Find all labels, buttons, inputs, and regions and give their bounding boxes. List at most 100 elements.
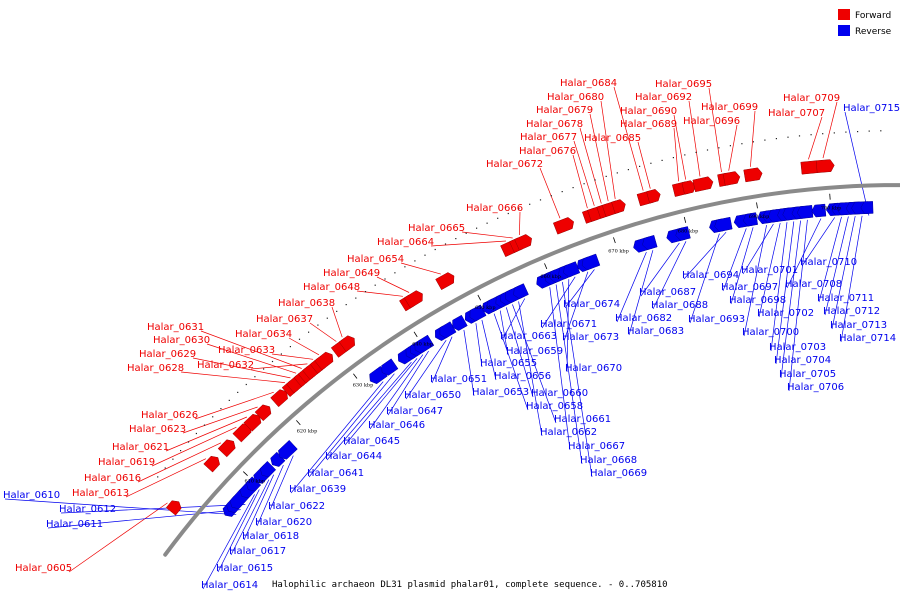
- gene-label-halar-0618[interactable]: Halar_0618: [242, 531, 299, 542]
- gene-label-halar-0707[interactable]: Halar_0707: [768, 108, 825, 119]
- gene-label-halar-0631[interactable]: Halar_0631: [147, 322, 204, 333]
- gene-arrow-halar-0690[interactable]: [681, 180, 696, 195]
- gene-label-halar-0623[interactable]: Halar_0623: [129, 424, 186, 435]
- gene-label-halar-0705[interactable]: Halar_0705: [779, 369, 836, 380]
- gene-label-halar-0676[interactable]: Halar_0676: [519, 146, 576, 157]
- gene-arrow-halar-0621[interactable]: [243, 413, 262, 432]
- gene-arrow-halar-0634[interactable]: [314, 351, 334, 371]
- gene-label-halar-0660[interactable]: Halar_0660: [531, 388, 588, 399]
- gene-arrow-halar-0616[interactable]: [217, 439, 236, 458]
- gene-label-halar-0669[interactable]: Halar_0669: [590, 468, 647, 479]
- gene-arrow-halar-0653[interactable]: [452, 314, 468, 331]
- gene-label-halar-0703[interactable]: Halar_0703: [769, 342, 826, 353]
- gene-arrow-halar-0715[interactable]: [860, 201, 874, 214]
- gene-label-halar-0637[interactable]: Halar_0637: [256, 314, 313, 325]
- gene-label-halar-0699[interactable]: Halar_0699: [701, 102, 758, 113]
- gene-label-halar-0622[interactable]: Halar_0622: [268, 501, 325, 512]
- gene-label-halar-0651[interactable]: Halar_0651: [430, 374, 487, 385]
- gene-arrow-halar-0666[interactable]: [514, 234, 532, 251]
- gene-label-halar-0611[interactable]: Halar_0611: [46, 519, 103, 530]
- gene-label-halar-0702[interactable]: Halar_0702: [757, 308, 814, 319]
- gene-label-halar-0684[interactable]: Halar_0684: [560, 78, 617, 89]
- gene-label-halar-0661[interactable]: Halar_0661: [554, 414, 611, 425]
- gene-label-halar-0708[interactable]: Halar_0708: [785, 279, 842, 290]
- gene-arrow-halar-0709[interactable]: [815, 159, 835, 173]
- gene-arrow-halar-0615[interactable]: [246, 476, 262, 492]
- gene-label-halar-0693[interactable]: Halar_0693: [688, 314, 745, 325]
- gene-label-halar-0654[interactable]: Halar_0654: [347, 254, 404, 265]
- gene-label-halar-0671[interactable]: Halar_0671: [540, 319, 597, 330]
- gene-label-halar-0682[interactable]: Halar_0682: [615, 313, 672, 324]
- gene-label-halar-0630[interactable]: Halar_0630: [153, 335, 210, 346]
- gene-label-halar-0696[interactable]: Halar_0696: [683, 116, 740, 127]
- gene-label-halar-0644[interactable]: Halar_0644: [325, 451, 382, 462]
- gene-label-halar-0663[interactable]: Halar_0663: [500, 331, 557, 342]
- gene-label-halar-0650[interactable]: Halar_0650: [404, 390, 461, 401]
- gene-label-halar-0645[interactable]: Halar_0645: [343, 436, 400, 447]
- gene-label-halar-0690[interactable]: Halar_0690: [620, 106, 677, 117]
- gene-arrow-halar-0672[interactable]: [552, 217, 574, 235]
- gene-arrow-halar-0698[interactable]: [743, 212, 758, 227]
- gene-label-halar-0695[interactable]: Halar_0695: [655, 79, 712, 90]
- gene-label-halar-0714[interactable]: Halar_0714: [839, 333, 896, 344]
- gene-label-halar-0672[interactable]: Halar_0672: [486, 159, 543, 170]
- gene-arrow-halar-0692[interactable]: [692, 176, 714, 193]
- gene-arrow-halar-0623[interactable]: [254, 404, 272, 422]
- gene-label-halar-0701[interactable]: Halar_0701: [741, 265, 798, 276]
- gene-label-halar-0633[interactable]: Halar_0633: [218, 345, 275, 356]
- gene-label-halar-0610[interactable]: Halar_0610: [3, 490, 60, 501]
- gene-label-halar-0626[interactable]: Halar_0626: [141, 410, 198, 421]
- gene-label-halar-0612[interactable]: Halar_0612: [59, 504, 116, 515]
- gene-arrow-halar-0620[interactable]: [270, 451, 286, 467]
- gene-label-halar-0679[interactable]: Halar_0679: [536, 105, 593, 116]
- gene-arrow-halar-0674[interactable]: [581, 253, 601, 271]
- gene-arrow-halar-0699[interactable]: [743, 167, 763, 183]
- gene-label-halar-0689[interactable]: Halar_0689: [620, 119, 677, 130]
- gene-label-halar-0688[interactable]: Halar_0688: [651, 300, 708, 311]
- gene-label-halar-0619[interactable]: Halar_0619: [98, 457, 155, 468]
- gene-label-halar-0683[interactable]: Halar_0683: [627, 326, 684, 337]
- gene-arrow-halar-0651[interactable]: [439, 321, 457, 339]
- gene-label-halar-0649[interactable]: Halar_0649: [323, 268, 380, 279]
- gene-label-halar-0634[interactable]: Halar_0634: [235, 329, 292, 340]
- gene-label-halar-0658[interactable]: Halar_0658: [526, 401, 583, 412]
- gene-label-halar-0698[interactable]: Halar_0698: [729, 295, 786, 306]
- gene-label-halar-0647[interactable]: Halar_0647: [386, 406, 443, 417]
- gene-label-halar-0668[interactable]: Halar_0668: [580, 455, 637, 466]
- gene-label-halar-0678[interactable]: Halar_0678: [526, 119, 583, 130]
- gene-label-halar-0677[interactable]: Halar_0677: [520, 132, 577, 143]
- gene-label-halar-0655[interactable]: Halar_0655: [480, 358, 537, 369]
- gene-label-halar-0646[interactable]: Halar_0646: [368, 420, 425, 431]
- gene-label-halar-0697[interactable]: Halar_0697: [721, 282, 778, 293]
- gene-label-halar-0694[interactable]: Halar_0694: [682, 270, 739, 281]
- gene-label-halar-0710[interactable]: Halar_0710: [800, 257, 857, 268]
- gene-label-halar-0659[interactable]: Halar_0659: [506, 346, 563, 357]
- gene-label-halar-0616[interactable]: Halar_0616: [84, 473, 141, 484]
- gene-label-halar-0615[interactable]: Halar_0615: [216, 563, 273, 574]
- gene-label-halar-0621[interactable]: Halar_0621: [112, 442, 169, 453]
- gene-arrow-halar-0671[interactable]: [563, 261, 581, 278]
- gene-label-halar-0639[interactable]: Halar_0639: [289, 484, 346, 495]
- gene-arrow-halar-0706[interactable]: [796, 205, 814, 219]
- gene-label-halar-0709[interactable]: Halar_0709: [783, 93, 840, 104]
- gene-label-halar-0692[interactable]: Halar_0692: [635, 92, 692, 103]
- gene-arrow-halar-0685[interactable]: [646, 189, 661, 204]
- gene-arrow-halar-0649[interactable]: [403, 290, 423, 309]
- gene-arrow-halar-0638[interactable]: [338, 335, 355, 352]
- gene-arrow-halar-0626[interactable]: [270, 389, 288, 408]
- gene-arrow-halar-0605[interactable]: [165, 500, 182, 516]
- gene-label-halar-0662[interactable]: Halar_0662: [540, 427, 597, 438]
- gene-label-halar-0632[interactable]: Halar_0632: [197, 360, 254, 371]
- gene-arrow-halar-0688[interactable]: [675, 226, 691, 241]
- gene-label-halar-0664[interactable]: Halar_0664: [377, 237, 434, 248]
- gene-label-halar-0673[interactable]: Halar_0673: [562, 332, 619, 343]
- gene-label-halar-0680[interactable]: Halar_0680: [547, 92, 604, 103]
- gene-arrow-halar-0618[interactable]: [259, 460, 277, 478]
- gene-arrow-halar-0683[interactable]: [642, 234, 658, 250]
- gene-label-halar-0712[interactable]: Halar_0712: [823, 306, 880, 317]
- gene-label-halar-0648[interactable]: Halar_0648: [303, 282, 360, 293]
- gene-label-halar-0666[interactable]: Halar_0666: [466, 203, 523, 214]
- gene-label-halar-0687[interactable]: Halar_0687: [639, 287, 696, 298]
- gene-arrow-halar-0663[interactable]: [513, 283, 529, 300]
- gene-label-halar-0713[interactable]: Halar_0713: [830, 320, 887, 331]
